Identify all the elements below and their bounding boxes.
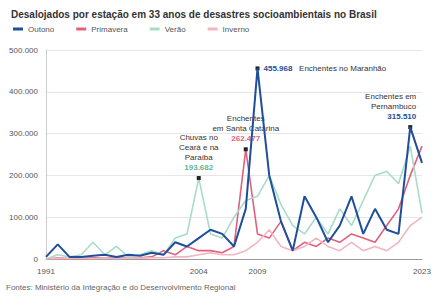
svg-text:Ceará e na: Ceará e na (179, 143, 219, 152)
svg-text:Verão: Verão (165, 25, 186, 34)
svg-text:Pernambuco: Pernambuco (371, 102, 417, 111)
svg-text:315.510: 315.510 (387, 112, 416, 121)
svg-text:Enchentes: Enchentes (227, 114, 265, 123)
svg-text:Desalojados por estação em 33: Desalojados por estação em 33 anos de de… (11, 9, 377, 20)
svg-text:100.000: 100.000 (9, 213, 38, 222)
svg-text:Fontes: Ministério da Integraç: Fontes: Ministério da Integração e do De… (6, 283, 236, 292)
svg-text:200.000: 200.000 (9, 171, 38, 180)
svg-text:500.000: 500.000 (9, 46, 38, 55)
svg-text:300.000: 300.000 (9, 129, 38, 138)
svg-text:400.000: 400.000 (9, 87, 38, 96)
svg-text:Primavera: Primavera (91, 25, 128, 34)
svg-text:Inverno: Inverno (223, 25, 250, 34)
svg-text:262.477: 262.477 (231, 134, 260, 143)
svg-text:2009: 2009 (249, 267, 267, 276)
svg-text:Paraíba: Paraíba (185, 153, 214, 162)
svg-text:2023: 2023 (413, 267, 431, 276)
svg-text:0: 0 (34, 255, 39, 264)
svg-text:Enchentes no Maranhão: Enchentes no Maranhão (299, 64, 387, 73)
svg-text:2004: 2004 (190, 267, 208, 276)
svg-text:455.968: 455.968 (264, 64, 293, 73)
svg-text:Outono: Outono (28, 25, 55, 34)
svg-text:193.682: 193.682 (184, 163, 213, 172)
svg-text:1991: 1991 (37, 267, 55, 276)
svg-text:em Santa Catarina: em Santa Catarina (212, 124, 279, 133)
svg-text:Chuvas no: Chuvas no (180, 133, 219, 142)
svg-text:Enchentes em: Enchentes em (365, 92, 416, 101)
